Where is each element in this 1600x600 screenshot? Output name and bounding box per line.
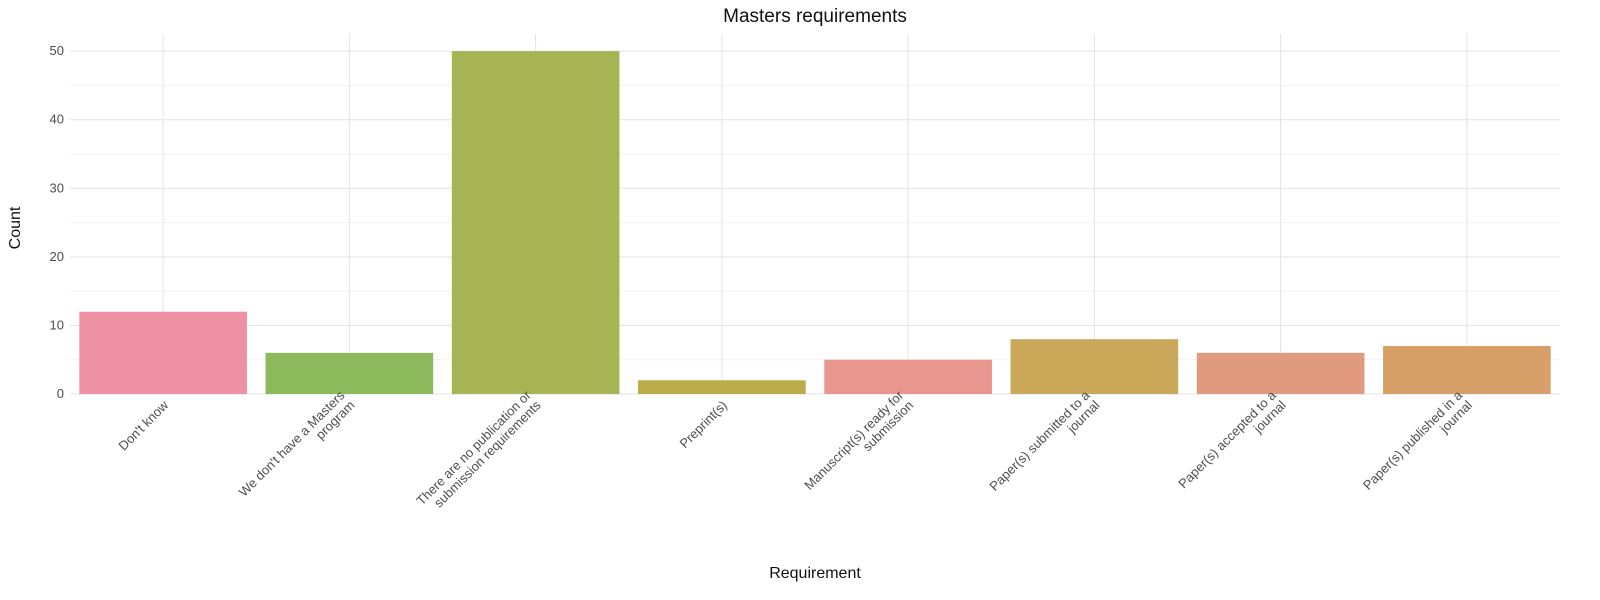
minor-gridlines xyxy=(70,84,1560,361)
bar xyxy=(1383,346,1551,394)
x-tick-label: Preprint(s) xyxy=(676,398,730,452)
x-tick-label: Manuscript(s) ready forsubmission xyxy=(801,387,916,502)
y-tick-label: 10 xyxy=(50,317,64,332)
y-tick-label: 40 xyxy=(50,112,64,127)
y-tick-label: 0 xyxy=(57,386,64,401)
y-tick-label: 50 xyxy=(50,43,64,58)
bars xyxy=(79,51,1551,395)
x-axis-ticks: Don't know We don't have a Mastersprogram… xyxy=(115,387,1476,518)
major-gridlines xyxy=(70,34,1560,395)
x-tick-label: We don't have a Mastersprogram xyxy=(236,387,358,509)
bar xyxy=(1010,339,1179,394)
bar xyxy=(1196,352,1365,394)
bar xyxy=(451,51,620,395)
x-tick-label: There are no publication orsubmission re… xyxy=(413,387,544,518)
x-tick-label: Paper(s) published in ajournal xyxy=(1360,387,1476,503)
y-axis-ticks: 0 10 20 30 40 50 xyxy=(50,43,64,401)
x-tick-label: Paper(s) submitted to ajournal xyxy=(986,387,1103,504)
x-tick-label: Paper(s) accepted to ajournal xyxy=(1175,387,1289,501)
y-axis-title: Count xyxy=(7,206,24,249)
x-axis-title: Requirement xyxy=(769,565,861,582)
bar xyxy=(824,359,992,394)
y-tick-label: 30 xyxy=(50,180,64,195)
bar xyxy=(79,311,247,394)
bar xyxy=(265,352,434,394)
x-tick-label: Don't know xyxy=(115,397,171,453)
bar xyxy=(638,380,806,394)
chart-title: Masters requirements xyxy=(723,6,907,27)
y-tick-label: 20 xyxy=(50,249,64,264)
